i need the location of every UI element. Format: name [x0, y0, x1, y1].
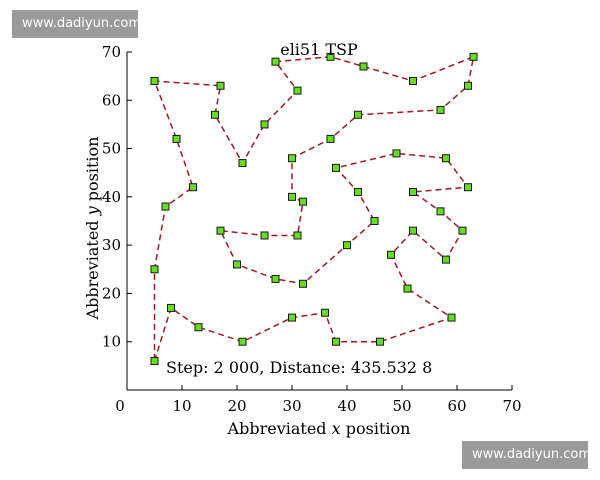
city-point — [271, 57, 280, 66]
city-point — [458, 226, 467, 235]
y-tick-label: 10 — [102, 333, 121, 351]
watermark-bottom: www.dadiyun.com — [462, 441, 591, 469]
city-point — [332, 163, 340, 172]
city-point — [299, 197, 307, 206]
annotation-text: Step: 2 000, Distance: 435.532 8 — [166, 358, 432, 377]
y-tick-label: 60 — [102, 91, 121, 109]
city-point — [409, 226, 417, 235]
city-point — [216, 226, 225, 235]
city-point — [161, 202, 170, 211]
city-point — [293, 231, 302, 240]
points-layer — [150, 52, 478, 366]
city-point — [271, 274, 280, 283]
city-point — [354, 188, 362, 197]
city-point — [442, 255, 450, 264]
y-tick-label: 50 — [102, 140, 121, 158]
x-tick-label: 50 — [392, 397, 411, 415]
x-tick-label: 70 — [502, 397, 521, 415]
y-tick-label: 40 — [102, 188, 121, 206]
x-tick-label: 30 — [282, 397, 301, 415]
x-tick-label: 0 — [115, 397, 125, 415]
city-point — [436, 105, 445, 114]
city-point — [409, 188, 417, 197]
x-axis-title-suffix: position — [341, 419, 411, 438]
x-tick-label: 10 — [172, 397, 191, 415]
city-point — [293, 86, 302, 95]
chart-title: eli51 TSP — [280, 40, 358, 59]
city-point — [343, 241, 351, 250]
city-point — [299, 279, 307, 288]
city-point — [354, 110, 362, 119]
y-axis-title-var: y — [83, 205, 102, 216]
city-point — [150, 265, 159, 274]
city-point — [189, 183, 197, 192]
tour-route — [153, 55, 475, 362]
x-axis-title-var: x — [332, 419, 341, 438]
city-point — [211, 110, 219, 119]
y-axis-title-prefix: Abbreviated — [83, 215, 102, 320]
city-point — [260, 231, 269, 240]
city-point — [464, 81, 472, 90]
axes — [126, 51, 513, 391]
city-point — [233, 260, 241, 269]
city-point — [326, 52, 335, 61]
y-tick-label: 20 — [102, 284, 121, 302]
city-point — [376, 337, 384, 346]
y-tick-label: 30 — [102, 236, 121, 254]
city-point — [332, 337, 340, 346]
city-point — [288, 192, 296, 201]
labels-layer: 0 10 20 30 40 50 60 70 10 20 30 40 50 60 70 — [102, 43, 522, 415]
city-point — [216, 81, 225, 90]
y-axis-title-suffix: position — [83, 137, 102, 207]
city-point — [359, 62, 368, 71]
y-tick-label: 70 — [102, 43, 121, 61]
city-point — [464, 183, 472, 192]
city-point — [238, 337, 247, 346]
city-point — [150, 76, 159, 85]
city-point — [409, 76, 417, 85]
city-point — [447, 313, 456, 322]
city-point — [260, 120, 269, 129]
x-tick-label: 60 — [447, 397, 466, 415]
city-point — [194, 323, 203, 332]
x-axis-title: Abbreviated x position — [227, 419, 411, 438]
city-point — [238, 159, 247, 168]
x-tick-label: 40 — [337, 397, 356, 415]
x-tick-label: 20 — [227, 397, 246, 415]
city-point — [288, 313, 296, 322]
city-point — [392, 149, 401, 158]
city-point — [167, 303, 175, 312]
city-point — [436, 207, 445, 216]
y-axis-title: Abbreviated y position — [83, 137, 102, 321]
city-point — [326, 134, 335, 143]
city-point — [370, 217, 379, 225]
city-point — [321, 308, 329, 317]
route-layer — [153, 55, 475, 362]
city-point — [469, 52, 478, 61]
city-point — [172, 134, 181, 143]
watermark-top: www.dadiyun.com — [12, 10, 141, 38]
city-point — [288, 154, 296, 163]
city-point — [403, 284, 412, 293]
city-point — [387, 250, 395, 259]
city-point — [442, 154, 450, 163]
city-point — [150, 357, 159, 366]
x-axis-title-prefix: Abbreviated — [227, 419, 332, 438]
